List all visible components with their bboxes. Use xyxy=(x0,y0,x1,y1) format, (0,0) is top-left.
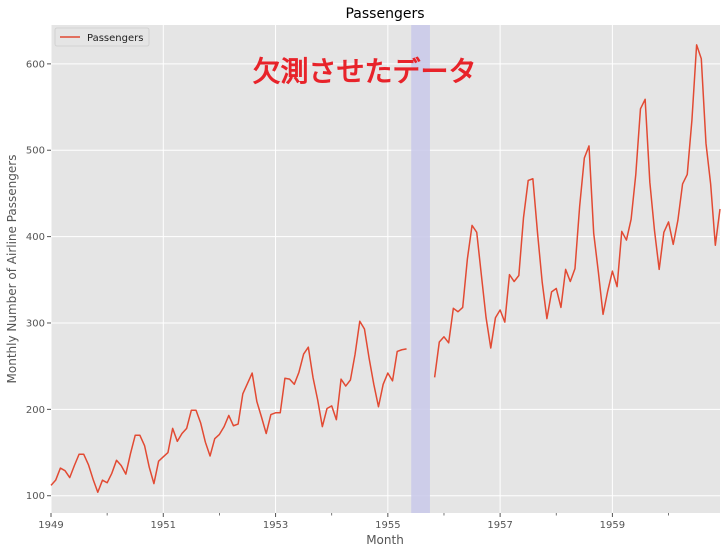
annotation-text: 欠測させたデータ xyxy=(252,55,476,88)
y-tick-label: 100 xyxy=(26,491,45,502)
chart-title: Passengers xyxy=(345,6,424,22)
y-tick-label: 600 xyxy=(26,59,45,70)
x-axis-title: Month xyxy=(366,533,404,547)
y-tick-label: 400 xyxy=(26,232,45,243)
legend-label: Passengers xyxy=(87,33,143,44)
legend: Passengers xyxy=(54,27,150,47)
x-tick-label: 1951 xyxy=(151,520,176,531)
series-layer xyxy=(50,44,721,494)
legend-box xyxy=(54,27,150,47)
x-tick-label: 1949 xyxy=(38,520,63,531)
y-tick-label: 200 xyxy=(26,405,45,416)
plot-background xyxy=(51,25,720,513)
missing-data-shaded-region xyxy=(411,25,430,513)
x-tick-label: 1957 xyxy=(487,520,512,531)
x-tick-label: 1955 xyxy=(375,520,400,531)
y-axis-title: Monthly Number of Airline Passengers xyxy=(5,155,19,384)
y-tick-label: 500 xyxy=(26,146,45,157)
x-tick-label: 1953 xyxy=(263,520,288,531)
axis-ticks: 100 200 300 400 500 600 1949 1951 1953 1955 1957 19… xyxy=(26,59,669,531)
gridlines xyxy=(50,25,720,513)
x-tick-label: 1959 xyxy=(600,520,625,531)
series-line-passengers xyxy=(50,44,721,494)
y-tick-label: 300 xyxy=(26,318,45,329)
